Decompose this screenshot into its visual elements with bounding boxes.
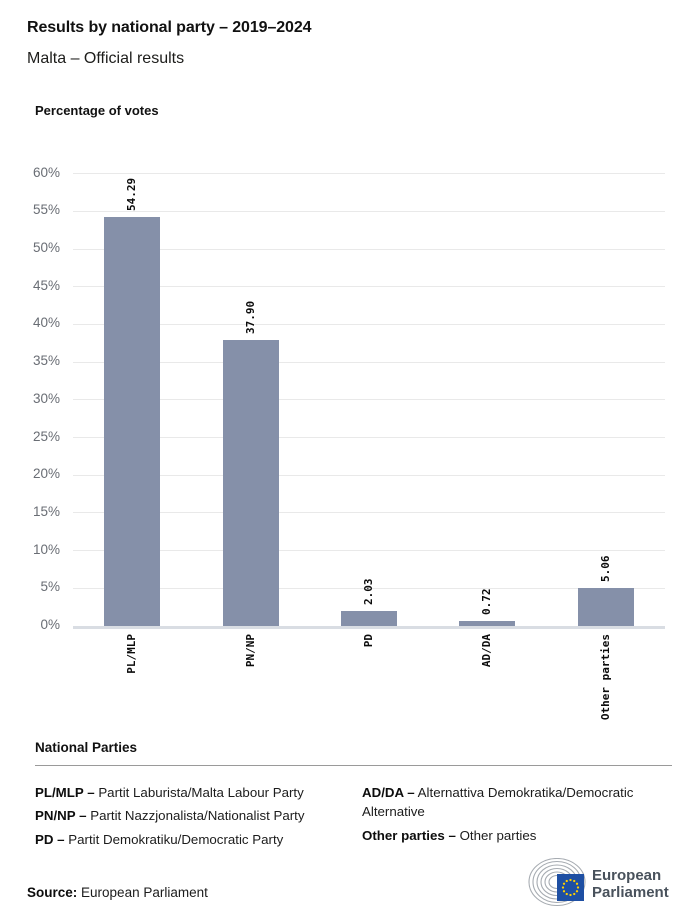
chart-title: Percentage of votes bbox=[35, 103, 159, 118]
gridline bbox=[73, 323, 665, 325]
eu-star bbox=[562, 882, 566, 885]
y-axis-tick-label: 25% bbox=[32, 428, 60, 444]
gridline bbox=[73, 210, 665, 212]
gridline bbox=[73, 248, 665, 250]
eu-star bbox=[573, 892, 576, 896]
y-axis-tick-label: 60% bbox=[32, 164, 60, 180]
y-axis-tick-label: 10% bbox=[32, 541, 60, 557]
bar-PL/MLP bbox=[104, 216, 161, 626]
eu-star bbox=[565, 879, 568, 883]
legend-desc: Other parties bbox=[459, 827, 537, 843]
gridline bbox=[73, 437, 665, 438]
x-axis-category-label: Other parties bbox=[598, 634, 612, 721]
source-label: Source: bbox=[27, 885, 78, 900]
eu-star bbox=[575, 882, 579, 885]
y-axis-tick-label: 50% bbox=[32, 240, 60, 255]
legend-term: AD/DA – bbox=[362, 785, 415, 800]
legend-desc: Partit Laburista/Malta Labour Party bbox=[98, 785, 304, 800]
gridline bbox=[73, 474, 665, 476]
bar-value-label: 5.06 bbox=[598, 555, 612, 582]
legend-desc: Partit Demokratiku/Democratic Party bbox=[68, 831, 284, 847]
eu-star bbox=[569, 893, 572, 897]
legend-entry: PN/NP – Partit Nazzjonalista/Nationalist… bbox=[35, 806, 347, 825]
gridline bbox=[73, 550, 665, 552]
legend-column-1: PL/MLP – Partit Laburista/Malta Labour P… bbox=[35, 783, 347, 853]
y-axis-tick-label: 45% bbox=[32, 277, 60, 293]
x-axis-category-label: PD bbox=[362, 634, 375, 648]
x-axis-category-label: PN/NP bbox=[243, 634, 257, 668]
eu-star bbox=[561, 886, 565, 889]
legend-term: Other parties – bbox=[362, 827, 456, 843]
eu-star bbox=[576, 886, 580, 889]
y-axis-tick-label: 5% bbox=[40, 579, 60, 595]
legend-divider bbox=[35, 765, 672, 766]
legend-term: PL/MLP – bbox=[35, 785, 95, 800]
y-axis-tick-label: 20% bbox=[32, 466, 60, 482]
x-axis-category-label: PL/MLP bbox=[125, 634, 139, 674]
y-axis-tick-label: 40% bbox=[32, 315, 60, 331]
source-value: European Parliament bbox=[81, 885, 208, 900]
legend-desc: Alternattiva Demokratika/Democratic Alte… bbox=[362, 785, 634, 820]
y-axis-tick-label: 15% bbox=[32, 503, 60, 519]
logo-text-line2: Parliament bbox=[592, 884, 669, 901]
page-subtitle: Malta – Official results bbox=[27, 50, 185, 67]
bar-AD/DA bbox=[459, 620, 516, 626]
gridline bbox=[73, 399, 665, 401]
legend-entry: PL/MLP – Partit Laburista/Malta Labour P… bbox=[35, 783, 347, 802]
x-axis-category-label: AD/DA bbox=[480, 634, 494, 668]
eu-flag-icon bbox=[557, 874, 584, 901]
eu-star bbox=[569, 878, 572, 882]
gridline bbox=[73, 361, 665, 363]
eu-star bbox=[565, 892, 568, 896]
bar-value-label: 2.03 bbox=[362, 578, 375, 605]
y-axis-tick-label: 35% bbox=[32, 353, 60, 369]
legend-term: PD – bbox=[35, 831, 65, 847]
legend-heading: National Parties bbox=[35, 740, 138, 755]
y-axis-tick-label: 30% bbox=[32, 390, 60, 406]
legend-column-2: AD/DA – Alternattiva Demokratika/Democra… bbox=[362, 783, 672, 849]
source-line: Source: European Parliament bbox=[27, 885, 208, 900]
x-axis-line bbox=[73, 626, 665, 629]
eu-star bbox=[575, 890, 579, 893]
legend-desc: Partit Nazzjonalista/Nationalist Party bbox=[90, 808, 305, 824]
gridline bbox=[73, 587, 665, 589]
eu-star bbox=[573, 879, 576, 883]
page-title: Results by national party – 2019–2024 bbox=[27, 19, 312, 36]
gridline bbox=[73, 286, 665, 288]
bar-PN/NP bbox=[222, 340, 279, 626]
legend-entry: AD/DA – Alternattiva Demokratika/Democra… bbox=[362, 783, 672, 822]
legend-term: PN/NP – bbox=[35, 808, 87, 824]
eu-star bbox=[562, 890, 566, 893]
y-axis-tick-label: 0% bbox=[40, 617, 60, 632]
gridline bbox=[73, 173, 665, 175]
bar-value-label: 54.29 bbox=[125, 177, 139, 211]
logo-text-line1: European bbox=[592, 867, 661, 884]
bar-Other parties bbox=[577, 587, 634, 626]
bar-value-label: 0.72 bbox=[480, 588, 494, 615]
european-parliament-logo: European Parliament bbox=[528, 858, 669, 907]
bar-PD bbox=[341, 610, 397, 626]
legend-entry: Other parties – Other parties bbox=[362, 826, 672, 845]
y-axis-tick-label: 55% bbox=[32, 202, 60, 218]
bar-value-label: 37.90 bbox=[243, 301, 257, 335]
legend-entry: PD – Partit Demokratiku/Democratic Party bbox=[35, 830, 347, 849]
gridline bbox=[73, 512, 665, 514]
